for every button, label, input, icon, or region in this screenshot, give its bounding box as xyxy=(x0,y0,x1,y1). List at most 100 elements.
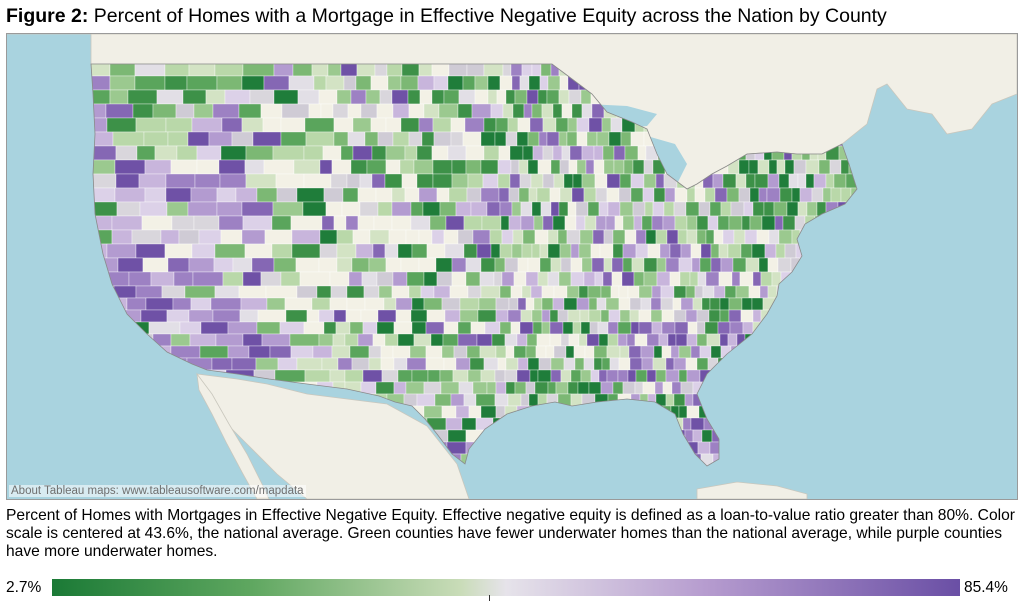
county-cell xyxy=(450,131,464,147)
county-cell xyxy=(111,229,133,245)
county-cell xyxy=(659,243,671,259)
county-cell xyxy=(352,145,373,161)
county-cell xyxy=(351,257,370,273)
county-cell xyxy=(432,117,452,133)
county-cell xyxy=(335,321,351,335)
county-cell xyxy=(638,285,653,299)
county-cell xyxy=(776,159,786,175)
county-cell xyxy=(673,285,687,299)
county-cell xyxy=(280,271,301,287)
county-cell xyxy=(447,429,467,443)
county-cell xyxy=(182,89,207,105)
county-cell xyxy=(742,321,754,335)
county-cell xyxy=(542,215,554,231)
county-cell xyxy=(719,333,729,347)
county-cell xyxy=(642,381,656,395)
figure-title-text: Percent of Homes with a Mortgage in Effe… xyxy=(93,5,887,27)
county-cell xyxy=(622,215,635,231)
county-cell xyxy=(645,229,657,245)
county-cell xyxy=(756,229,770,245)
county-cell xyxy=(797,201,808,217)
county-cell xyxy=(463,393,477,407)
county-cell xyxy=(570,393,583,407)
county-cell xyxy=(696,357,709,371)
county-cell xyxy=(498,145,511,161)
county-cell xyxy=(768,159,778,175)
county-cell xyxy=(600,381,614,395)
county-cell xyxy=(618,357,631,371)
county-cell xyxy=(813,173,827,189)
county-cell xyxy=(628,345,642,359)
county-cell xyxy=(550,369,562,383)
county-cell xyxy=(686,333,698,347)
county-cell xyxy=(527,357,540,371)
county-cell xyxy=(216,75,243,91)
county-cell xyxy=(624,229,637,245)
county-cell xyxy=(618,297,631,311)
county-cell xyxy=(647,243,661,259)
county-cell xyxy=(165,117,193,133)
county-cell xyxy=(385,117,402,133)
county-cell xyxy=(685,285,696,299)
county-cell xyxy=(522,229,536,245)
county-cell xyxy=(143,131,169,147)
county-cell xyxy=(509,173,521,189)
county-cell xyxy=(238,285,267,299)
map-attribution[interactable]: About Tableau maps: www.tableausoftware.… xyxy=(9,485,306,497)
county-cell xyxy=(355,243,374,259)
county-cell xyxy=(188,309,214,323)
county-cell xyxy=(423,381,442,395)
county-cell xyxy=(352,117,372,133)
county-cell xyxy=(167,131,189,147)
figure-caption: Percent of Homes with Mortgages in Effec… xyxy=(6,507,1015,560)
county-cell xyxy=(591,257,605,273)
county-cell xyxy=(360,309,379,323)
county-cell xyxy=(321,357,339,371)
county-cell xyxy=(775,243,786,259)
county-cell xyxy=(509,145,524,161)
county-cell xyxy=(601,117,612,133)
county-cell xyxy=(458,89,476,105)
county-cell xyxy=(291,229,321,245)
county-cell xyxy=(788,173,799,189)
county-cell xyxy=(640,297,652,311)
county-cell xyxy=(290,215,323,231)
county-cell xyxy=(109,89,129,105)
county-cell xyxy=(235,187,258,203)
county-cell xyxy=(558,89,570,105)
county-cell xyxy=(778,173,790,189)
county-cell xyxy=(531,201,542,217)
county-cell xyxy=(408,103,425,119)
county-cell xyxy=(148,321,181,335)
county-cell xyxy=(299,271,331,287)
county-cell xyxy=(245,145,274,161)
county-cell xyxy=(480,187,500,203)
county-cell xyxy=(135,243,166,259)
choropleth-map[interactable]: About Tableau maps: www.tableausoftware.… xyxy=(6,33,1018,500)
county-cell xyxy=(673,309,687,323)
county-cell xyxy=(381,369,399,383)
county-cell xyxy=(692,297,703,311)
county-cell xyxy=(655,369,667,383)
county-cell xyxy=(375,381,395,395)
county-cell xyxy=(218,215,244,231)
county-cell xyxy=(704,321,719,335)
county-cell xyxy=(255,357,279,371)
county-cell xyxy=(619,309,631,323)
county-cell xyxy=(434,393,452,407)
county-cell xyxy=(400,75,419,91)
county-cell xyxy=(665,357,675,371)
county-cell xyxy=(499,243,513,259)
county-cell xyxy=(673,393,686,407)
county-cell xyxy=(395,309,412,323)
county-cell xyxy=(349,321,364,335)
county-cell xyxy=(313,75,327,91)
county-cell xyxy=(829,159,842,175)
county-cell xyxy=(190,187,218,203)
county-cell xyxy=(429,215,447,231)
county-cell xyxy=(212,309,241,323)
county-cell xyxy=(599,243,614,259)
county-cell xyxy=(550,257,562,273)
county-cell xyxy=(686,187,696,203)
county-cell xyxy=(480,369,496,383)
